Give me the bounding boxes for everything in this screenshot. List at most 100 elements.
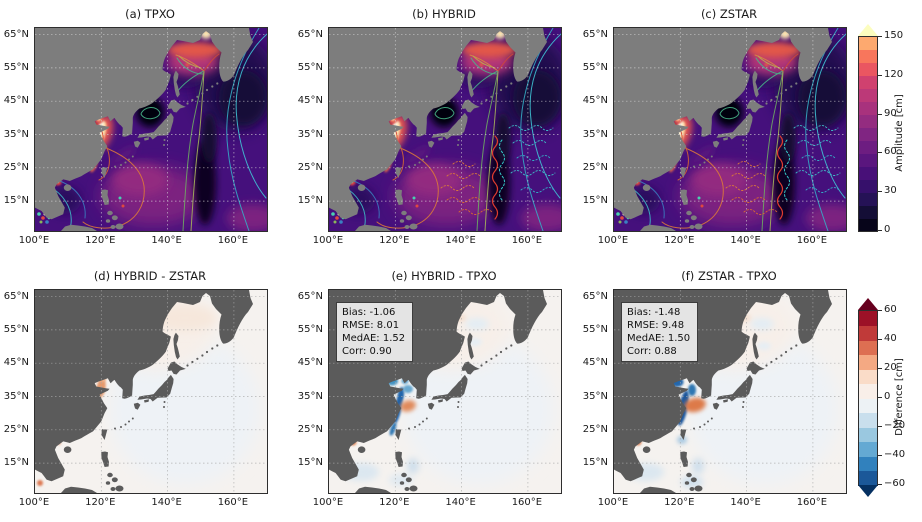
lon-tick-label: 140°E xyxy=(445,497,476,508)
lat-tick-label: 65°N xyxy=(297,290,323,302)
colorbar-segment xyxy=(859,470,877,486)
colorbar-segment xyxy=(859,153,877,167)
lat-tick-label: 15°N xyxy=(582,457,608,469)
colorbar-segment xyxy=(859,88,877,103)
lon-tick-label: 120°E xyxy=(664,235,695,246)
colorbar-extend-max-arrow xyxy=(858,24,878,36)
lat-tick-label: 45°N xyxy=(582,95,608,107)
colorbar-extend-min-arrow xyxy=(858,485,878,497)
lat-tick-label: 35°N xyxy=(582,390,608,402)
lon-tick-label: 160°E xyxy=(217,497,249,508)
lat-tick-label: 55°N xyxy=(3,323,29,335)
lat-tick-label: 35°N xyxy=(297,390,323,402)
lon-tick-label: 160°E xyxy=(511,235,543,246)
lat-tick-label: 15°N xyxy=(582,195,608,207)
colorbar-segment xyxy=(859,456,877,471)
lon-tick-label: 100°E xyxy=(312,497,344,508)
colorbar-tick-label: 20 xyxy=(884,362,897,373)
colorbar-tick-label: 40 xyxy=(884,333,897,344)
stat-medae: MedAE: 1.50 xyxy=(627,333,691,344)
lat-tick-label: 65°N xyxy=(297,28,323,40)
lat-tick-label: 65°N xyxy=(582,290,608,302)
colorbar-tick-label: 90 xyxy=(884,107,897,119)
stat-corr: Corr: 0.90 xyxy=(342,346,392,357)
lat-tick-label: 25°N xyxy=(297,423,323,435)
colorbar-tick-label: −60 xyxy=(884,478,906,489)
lon-tick-label: 100°E xyxy=(18,497,50,508)
colorbar-tick-label: 120 xyxy=(884,68,904,80)
colorbar-segment xyxy=(859,325,877,341)
colorbar-tick-label: 30 xyxy=(884,185,897,197)
colorbar-segment xyxy=(859,166,877,180)
colorbar-tick-mark xyxy=(878,152,882,154)
map-d-difference xyxy=(34,289,268,494)
lon-tick-label: 100°E xyxy=(18,235,50,246)
colorbar-tick-mark xyxy=(878,113,882,115)
lon-tick-label: 160°E xyxy=(217,235,249,246)
colorbar-segment xyxy=(859,205,877,219)
lon-tick-label: 100°E xyxy=(597,235,629,246)
colorbar-segment xyxy=(859,441,877,457)
stat-bias: Bias: -1.06 xyxy=(342,307,396,318)
lon-tick-label: 140°E xyxy=(151,235,182,246)
lat-tick-label: 15°N xyxy=(3,195,29,207)
lon-tick-label: 120°E xyxy=(379,497,410,508)
lat-tick-label: 25°N xyxy=(3,423,29,435)
lat-tick-label: 25°N xyxy=(582,423,608,435)
lon-tick-label: 140°E xyxy=(151,497,182,508)
lon-tick-label: 160°E xyxy=(511,497,543,508)
stats-box-e: Bias: -1.06 RMSE: 8.01 MedAE: 1.52 Corr:… xyxy=(336,302,414,362)
colorbar-segment xyxy=(859,49,877,64)
panel-a-title: (a) TPXO xyxy=(125,7,175,21)
lon-tick-label: 140°E xyxy=(730,235,761,246)
lon-tick-label: 100°E xyxy=(312,235,344,246)
colorbar-tick-label: 0 xyxy=(884,224,891,235)
colorbar-segment xyxy=(859,354,877,370)
panel-f-title: (f) ZSTAR - TPXO xyxy=(681,269,777,283)
colorbar-segment xyxy=(859,311,877,326)
lat-tick-label: 15°N xyxy=(3,457,29,469)
panel-c-zstar: (c) ZSTAR 65°N 55°N 45°N 35°N 25°N 15°N 100°E 1… xyxy=(583,7,847,246)
colorbar-tick-mark xyxy=(878,426,882,427)
colorbar-segment xyxy=(859,179,877,193)
lon-tick-label: 120°E xyxy=(85,497,116,508)
panel-e-title: (e) HYBRID - TPXO xyxy=(391,269,497,283)
lat-tick-label: 55°N xyxy=(3,61,29,73)
colorbar-extend-max-arrow xyxy=(858,298,878,310)
colorbar-segment xyxy=(859,62,877,77)
colorbar-tick-mark xyxy=(878,74,882,76)
lat-tick-label: 25°N xyxy=(297,161,323,173)
lon-tick-label: 160°E xyxy=(796,235,828,246)
colorbar-segment xyxy=(859,427,877,442)
lat-tick-label: 55°N xyxy=(297,61,323,73)
colorbar-tick-label: −20 xyxy=(884,420,906,431)
colorbar-segment xyxy=(859,192,877,206)
colorbar-tick-mark xyxy=(878,484,882,485)
lon-tick-label: 140°E xyxy=(445,235,476,246)
colorbar-segment xyxy=(859,75,877,90)
colorbar-bar xyxy=(858,310,878,486)
lon-tick-label: 100°E xyxy=(597,497,629,508)
stat-rmse: RMSE: 9.48 xyxy=(627,320,685,331)
panel-e-hybrid-minus-tpxo: (e) HYBRID - TPXO Bias: -1.06 RMSE: 8.01… xyxy=(298,269,562,508)
lon-tick-label: 120°E xyxy=(379,235,410,246)
lat-tick-label: 25°N xyxy=(582,161,608,173)
lat-tick-label: 15°N xyxy=(297,457,323,469)
panel-b-hybrid: (b) HYBRID 65°N 55°N 45°N 35°N 25°N 15°N 100°E… xyxy=(298,7,562,246)
colorbar-segment xyxy=(859,37,877,51)
colorbar-tick-mark xyxy=(878,36,882,37)
stat-rmse: RMSE: 8.01 xyxy=(342,320,400,331)
lat-tick-label: 45°N xyxy=(297,357,323,369)
colorbar-segment xyxy=(859,340,877,355)
lat-tick-label: 65°N xyxy=(3,290,29,302)
lon-tick-label: 160°E xyxy=(796,497,828,508)
colorbar-segment xyxy=(859,412,877,428)
lat-tick-label: 35°N xyxy=(297,128,323,140)
colorbar-tick-mark xyxy=(878,310,882,311)
colorbar-tick-label: 60 xyxy=(884,146,897,158)
colorbar-tick-mark xyxy=(878,455,882,456)
lat-tick-label: 45°N xyxy=(3,95,29,107)
colorbar-segment xyxy=(859,127,877,141)
lat-tick-label: 15°N xyxy=(297,195,323,207)
